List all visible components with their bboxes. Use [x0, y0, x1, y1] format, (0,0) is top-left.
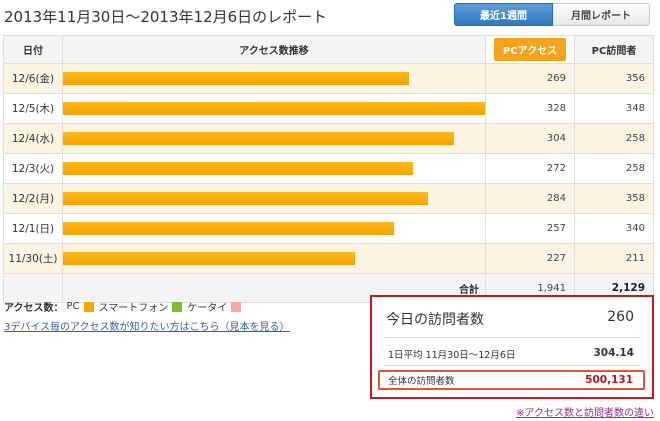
row-pc-visitors: 348 — [574, 93, 654, 124]
row-pc-visitors: 258 — [574, 153, 654, 184]
total-visitors-value: 500,131 — [585, 374, 633, 386]
row-pc-visitors: 211 — [574, 243, 654, 274]
daily-average-value: 304.14 — [593, 347, 634, 359]
total-empty-cell — [3, 273, 63, 303]
header-pc-visitors[interactable]: PC訪問者 — [574, 35, 654, 64]
row-date: 12/2(月) — [3, 183, 63, 214]
legend-mobile-swatch — [231, 301, 242, 312]
row-pc-access: 269 — [485, 63, 575, 94]
access-bar — [63, 102, 485, 115]
access-bar — [63, 72, 409, 85]
access-report-table: 日付 アクセス数推移 PCアクセス PC訪問者 12/6(金) 269 356 … — [3, 35, 654, 303]
table-row: 12/5(木) 328 348 — [3, 93, 654, 124]
row-pc-access: 272 — [485, 153, 575, 184]
access-bar — [63, 222, 394, 235]
legend-mobile-label: ケータイ — [187, 303, 228, 314]
legend-smartphone-label: スマートフォン — [98, 303, 169, 314]
summary-divider — [384, 337, 640, 338]
row-bar-cell — [62, 123, 486, 154]
row-date: 12/6(金) — [3, 63, 63, 94]
daily-average-row: 1日平均 11月30日〜12月6日 304.14 — [388, 347, 634, 361]
access-bar — [63, 252, 355, 265]
row-date: 12/4(水) — [3, 123, 63, 154]
row-pc-visitors: 340 — [574, 213, 654, 244]
pc-access-badge: PCアクセス — [493, 38, 567, 61]
table-row: 12/1(日) 257 340 — [3, 213, 654, 244]
today-visitors-value: 260 — [607, 309, 634, 325]
row-pc-access: 284 — [485, 183, 575, 214]
table-header-row: 日付 アクセス数推移 PCアクセス PC訪問者 — [3, 35, 654, 64]
table-row: 12/4(水) 304 258 — [3, 123, 654, 154]
row-bar-cell — [62, 243, 486, 274]
summary-divider — [384, 365, 640, 366]
today-visitors-row: 今日の訪問者数 260 — [386, 309, 634, 329]
visitor-summary-box: 今日の訪問者数 260 1日平均 11月30日〜12月6日 304.14 全体の… — [370, 295, 654, 399]
table-row: 11/30(土) 227 211 — [3, 243, 654, 274]
row-bar-cell — [62, 63, 486, 94]
legend-label: アクセス数： — [4, 303, 64, 314]
period-tabs: 最近1週間 月間レポート — [454, 3, 650, 26]
row-bar-cell — [62, 213, 486, 244]
row-pc-access: 227 — [485, 243, 575, 274]
row-pc-access: 328 — [485, 93, 575, 124]
row-date: 12/1(日) — [3, 213, 63, 244]
total-visitors-label: 全体の訪問者数 — [388, 376, 455, 387]
page-title: 2013年11月30日〜2013年12月6日のレポート — [4, 8, 328, 26]
row-date: 11/30(土) — [3, 243, 63, 274]
device-legend: アクセス数： PC スマートフォン ケータイ — [4, 299, 246, 314]
row-pc-visitors: 356 — [574, 63, 654, 94]
legend-smartphone-swatch — [172, 301, 183, 312]
tab-recent-week[interactable]: 最近1週間 — [454, 3, 553, 26]
row-pc-access: 257 — [485, 213, 575, 244]
row-pc-access: 304 — [485, 123, 575, 154]
tab-monthly-report[interactable]: 月間レポート — [553, 3, 650, 26]
header-access-trend: アクセス数推移 — [62, 35, 486, 64]
table-row: 12/2(月) 284 358 — [3, 183, 654, 214]
access-bar — [63, 192, 428, 205]
table-row: 12/6(金) 269 356 — [3, 63, 654, 94]
header-date: 日付 — [3, 35, 63, 64]
row-date: 12/5(木) — [3, 93, 63, 124]
legend-pc-label: PC — [66, 301, 80, 312]
table-row: 12/3(火) 272 258 — [3, 153, 654, 184]
header-pc-access[interactable]: PCアクセス — [485, 35, 575, 64]
access-visitor-difference-link[interactable]: ※アクセス数と訪問者数の違い — [516, 408, 654, 419]
legend-pc-swatch — [83, 301, 94, 312]
row-pc-visitors: 358 — [574, 183, 654, 214]
row-date: 12/3(火) — [3, 153, 63, 184]
today-visitors-label: 今日の訪問者数 — [386, 312, 484, 328]
access-bar — [63, 162, 413, 175]
row-bar-cell — [62, 153, 486, 184]
row-bar-cell — [62, 183, 486, 214]
total-visitors-box: 全体の訪問者数 500,131 — [378, 370, 645, 390]
access-bar — [63, 132, 454, 145]
row-pc-visitors: 258 — [574, 123, 654, 154]
device-breakdown-link[interactable]: 3デバイス毎のアクセス数が知りたい方はこちら（見本を見る） — [4, 322, 290, 333]
row-bar-cell — [62, 93, 486, 124]
daily-average-label: 1日平均 11月30日〜12月6日 — [388, 350, 516, 361]
